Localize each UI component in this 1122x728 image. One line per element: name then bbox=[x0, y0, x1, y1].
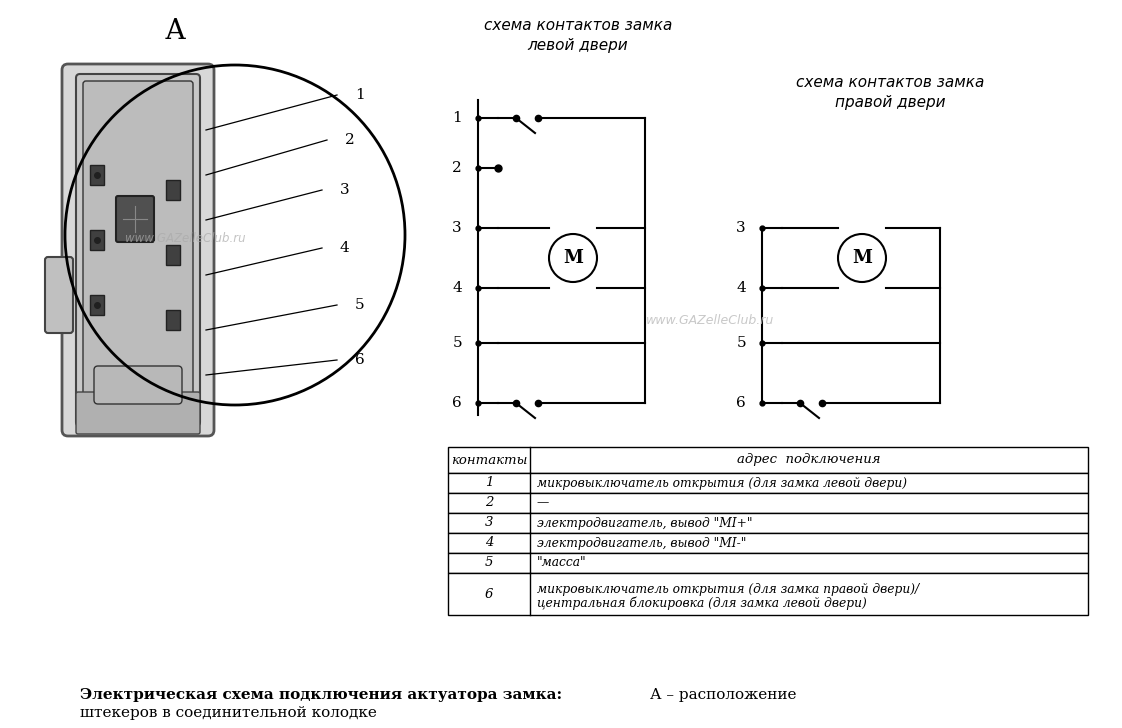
FancyBboxPatch shape bbox=[76, 74, 200, 426]
Text: штекеров в соединительной колодке: штекеров в соединительной колодке bbox=[80, 706, 377, 720]
FancyBboxPatch shape bbox=[94, 366, 182, 404]
Text: электродвигатель, вывод "MI-": электродвигатель, вывод "MI-" bbox=[537, 537, 746, 550]
FancyBboxPatch shape bbox=[62, 64, 214, 436]
Text: 1: 1 bbox=[485, 477, 494, 489]
Text: микровыключатель открытия (для замка правой двери)/: микровыключатель открытия (для замка пра… bbox=[537, 582, 919, 596]
Bar bbox=[166, 245, 180, 265]
Text: 5: 5 bbox=[355, 298, 365, 312]
Text: 3: 3 bbox=[340, 183, 350, 197]
Text: А: А bbox=[165, 18, 185, 45]
Circle shape bbox=[838, 234, 886, 282]
Text: 2: 2 bbox=[344, 133, 355, 147]
Text: М: М bbox=[852, 249, 872, 267]
FancyBboxPatch shape bbox=[45, 257, 73, 333]
Bar bbox=[90, 295, 104, 315]
Text: 5: 5 bbox=[736, 336, 746, 350]
Text: Электрическая схема подключения актуатора замка:: Электрическая схема подключения актуатор… bbox=[80, 688, 562, 702]
Text: 3: 3 bbox=[736, 221, 746, 235]
Bar bbox=[90, 165, 104, 185]
Text: www.GAZelleClub.ru: www.GAZelleClub.ru bbox=[125, 232, 246, 245]
Bar bbox=[448, 573, 1088, 615]
Text: микровыключатель открытия (для замка левой двери): микровыключатель открытия (для замка лев… bbox=[537, 477, 907, 489]
Text: М: М bbox=[563, 249, 583, 267]
Text: электродвигатель, вывод "MI+": электродвигатель, вывод "MI+" bbox=[537, 516, 753, 529]
Text: 2: 2 bbox=[452, 161, 462, 175]
Text: www.GAZelleClub.ru: www.GAZelleClub.ru bbox=[646, 314, 774, 326]
Bar bbox=[448, 553, 1088, 573]
Bar bbox=[448, 513, 1088, 533]
Text: 3: 3 bbox=[452, 221, 462, 235]
Text: 4: 4 bbox=[485, 537, 494, 550]
Text: 1: 1 bbox=[355, 88, 365, 102]
Text: А – расположение: А – расположение bbox=[650, 688, 797, 702]
FancyBboxPatch shape bbox=[76, 392, 200, 434]
Bar bbox=[448, 533, 1088, 553]
Text: —: — bbox=[537, 496, 550, 510]
Text: 4: 4 bbox=[736, 281, 746, 295]
Text: схема контактов замка
правой двери: схема контактов замка правой двери bbox=[795, 75, 984, 110]
Text: 1: 1 bbox=[452, 111, 462, 125]
Text: 6: 6 bbox=[736, 396, 746, 410]
Text: адрес  подключения: адрес подключения bbox=[737, 454, 881, 467]
Bar bbox=[90, 230, 104, 250]
Text: 6: 6 bbox=[355, 353, 365, 367]
Text: 3: 3 bbox=[485, 516, 494, 529]
Bar bbox=[448, 473, 1088, 493]
Bar bbox=[448, 447, 1088, 473]
FancyBboxPatch shape bbox=[83, 81, 193, 419]
FancyBboxPatch shape bbox=[116, 196, 154, 242]
Text: контакты: контакты bbox=[451, 454, 527, 467]
Bar bbox=[448, 493, 1088, 513]
Text: 2: 2 bbox=[485, 496, 494, 510]
Text: 6: 6 bbox=[452, 396, 462, 410]
Text: 5: 5 bbox=[485, 556, 494, 569]
Text: "масса": "масса" bbox=[537, 556, 587, 569]
Bar bbox=[166, 180, 180, 200]
Text: 6: 6 bbox=[485, 587, 494, 601]
Text: 4: 4 bbox=[452, 281, 462, 295]
Text: 5: 5 bbox=[452, 336, 462, 350]
Text: центральная блокировка (для замка левой двери): центральная блокировка (для замка левой … bbox=[537, 596, 867, 610]
Circle shape bbox=[549, 234, 597, 282]
Bar bbox=[166, 310, 180, 330]
Text: 4: 4 bbox=[340, 241, 350, 255]
Text: схема контактов замка
левой двери: схема контактов замка левой двери bbox=[484, 18, 672, 53]
